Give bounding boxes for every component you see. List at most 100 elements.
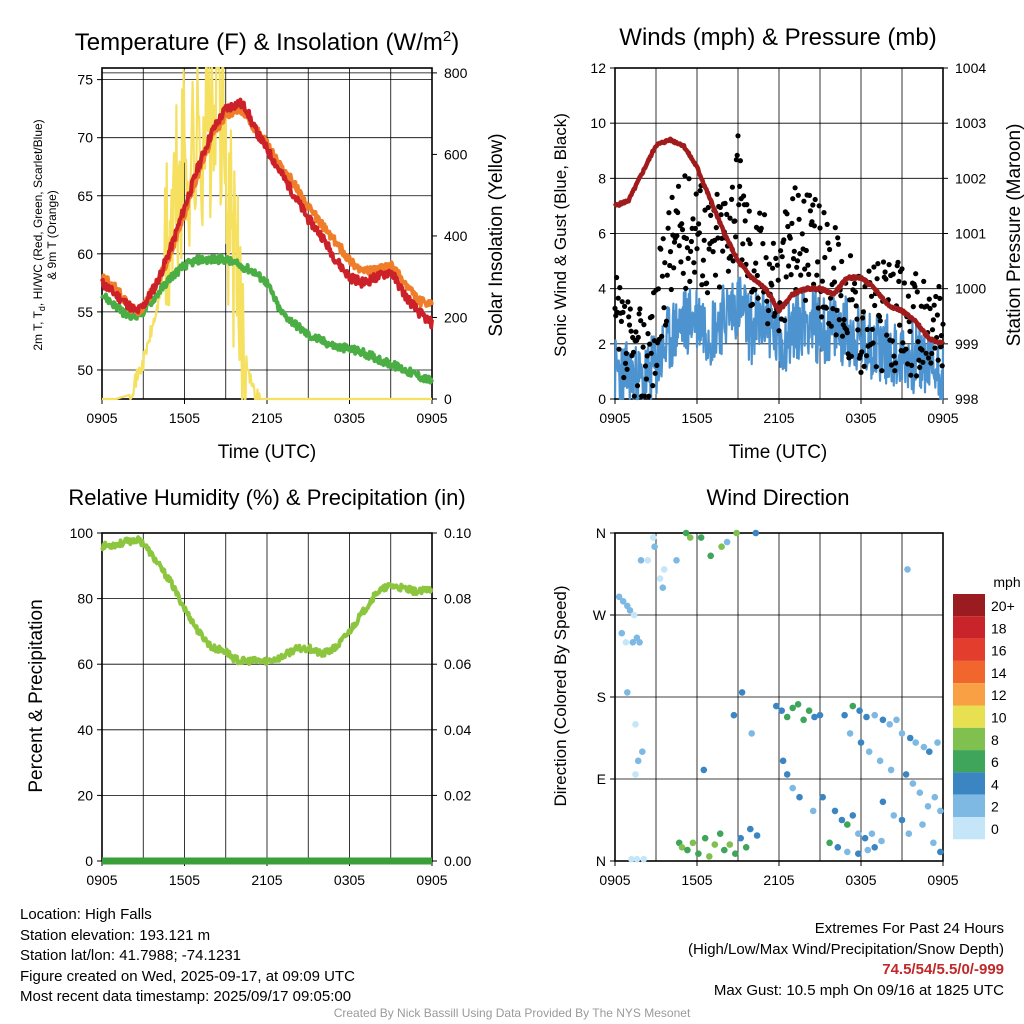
wind-direction-point (682, 529, 690, 537)
gust-point (864, 326, 871, 333)
gust-point (914, 289, 920, 295)
y2-tick-label: 1001 (955, 226, 986, 242)
wind-direction-point (856, 707, 863, 714)
y-tick-label: 20 (77, 787, 93, 803)
x-tick-label: 0905 (416, 410, 447, 426)
y-tick-label: N (596, 853, 606, 869)
x-tick-label: 2105 (251, 872, 282, 888)
gust-point (933, 293, 939, 300)
gust-point (687, 278, 693, 284)
gust-point (675, 209, 681, 216)
station-info: Location: High Falls Station elevation: … (20, 905, 355, 1008)
wind-direction-point (861, 834, 869, 842)
gust-point (628, 328, 634, 334)
gust-point (823, 305, 830, 311)
x-tick-label: 2105 (763, 872, 794, 888)
figure-created: Figure created on Wed, 2025-09-17, at 09… (20, 967, 355, 985)
wind-direction-point (707, 552, 714, 560)
gust-point (636, 311, 642, 317)
x-tick-label: 0905 (927, 410, 958, 426)
gust-point (659, 333, 665, 339)
wind-direction-point (879, 798, 887, 806)
wind-direction-point (783, 713, 791, 721)
gust-point (763, 255, 769, 261)
wind-direction-point (716, 830, 724, 837)
wind-direction-point (844, 848, 851, 856)
humidity-y-axis-label: Percent & Precipitation (26, 599, 47, 792)
x-tick-label: 0305 (845, 872, 876, 888)
wind-direction-point (626, 607, 634, 614)
wind-direction-point (863, 713, 870, 721)
y-tick-label: 4 (598, 281, 606, 297)
y-tick-label: 70 (77, 130, 93, 146)
gust-point (741, 193, 747, 199)
gust-point (784, 211, 790, 217)
gust-point (890, 271, 896, 277)
gust-point (854, 316, 860, 322)
wind-direction-point (800, 716, 807, 724)
gust-point (849, 297, 855, 303)
gust-point (841, 317, 847, 323)
gust-point (869, 326, 875, 332)
gust-point (669, 194, 675, 200)
wind-direction-point (700, 766, 708, 774)
wind-direction-point (789, 784, 796, 792)
wind-direction-point (905, 830, 913, 837)
y-tick-label: 0 (598, 391, 606, 407)
wind-direction-point (898, 816, 906, 824)
wind-direction-point (849, 702, 857, 710)
gust-point (864, 353, 870, 359)
gust-point (688, 248, 694, 254)
station-elevation: Station elevation: 193.121 m (20, 926, 211, 944)
y2-tick-label: 0.06 (444, 656, 471, 672)
gust-point (879, 368, 885, 374)
gust-point (627, 306, 633, 312)
x-tick-label: 1505 (169, 872, 200, 888)
legend-label: 6 (991, 754, 999, 770)
gust-point (658, 246, 664, 252)
gust-point (724, 211, 730, 217)
wind-direction-point (849, 812, 857, 819)
recent-data-timestamp: Most recent data timestamp: 2025/09/17 0… (20, 988, 352, 1005)
gust-point (888, 362, 895, 368)
gust-point (728, 253, 734, 259)
gust-point (684, 245, 691, 251)
legend-color-swatch (953, 727, 985, 751)
gust-point (821, 210, 827, 216)
gust-point (733, 234, 739, 240)
gust-point (938, 333, 945, 339)
gust-point (616, 346, 622, 352)
gust-point (936, 283, 942, 290)
gust-point (645, 331, 651, 337)
gust-point (775, 277, 781, 283)
gust-point (772, 310, 778, 316)
gust-point (642, 363, 649, 369)
gust-point (622, 360, 629, 366)
y2-tick-label: 1004 (955, 60, 986, 76)
pressure-line (612, 136, 945, 346)
gust-point (652, 370, 658, 376)
gust-point (635, 334, 641, 340)
gust-point (790, 256, 797, 262)
y-tick-label: N (596, 525, 606, 541)
gust-point (662, 260, 668, 266)
temperature-panel: Temperature (F) & Insolation (W/m2) 2m T… (31, 28, 507, 463)
gust-point (758, 225, 764, 231)
gust-point (896, 278, 902, 284)
gust-point (722, 200, 728, 206)
wind-direction-point (732, 850, 739, 857)
gust-point (799, 231, 805, 237)
wind-direction-point (678, 844, 686, 851)
gust-point (805, 262, 811, 268)
gust-point (796, 216, 802, 222)
gust-point (860, 315, 866, 321)
gust-point (678, 259, 684, 265)
gust-point (737, 158, 744, 164)
y2-tick-label: 200 (444, 309, 468, 325)
wind-direction-point (904, 566, 911, 573)
gust-point (786, 263, 792, 269)
wind-direction-point (920, 743, 928, 751)
wind-direction-point (723, 538, 731, 546)
wind-direction-point (630, 611, 638, 619)
wind-direction-point (937, 807, 944, 815)
